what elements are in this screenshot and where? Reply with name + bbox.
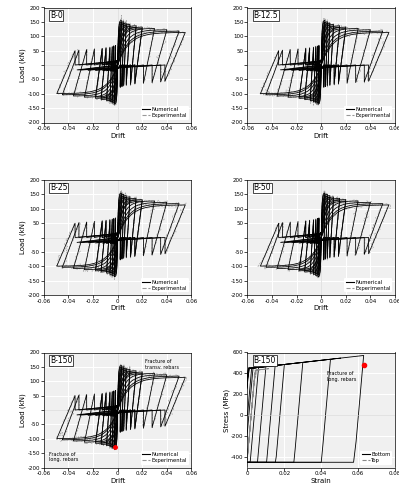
Legend: Numerical, Experimental: Numerical, Experimental <box>140 278 189 292</box>
Legend: Numerical, Experimental: Numerical, Experimental <box>344 278 392 292</box>
X-axis label: Drift: Drift <box>110 306 125 312</box>
Legend: Numerical, Experimental: Numerical, Experimental <box>344 106 392 120</box>
Y-axis label: Load (kN): Load (kN) <box>20 48 26 82</box>
Y-axis label: Load (kN): Load (kN) <box>20 220 26 254</box>
Text: B-0: B-0 <box>50 11 63 20</box>
Legend: Numerical, Experimental: Numerical, Experimental <box>140 106 189 120</box>
X-axis label: Drift: Drift <box>314 133 329 139</box>
Text: B-25: B-25 <box>50 184 67 192</box>
Text: Fracture of
long. rebars: Fracture of long. rebars <box>49 452 78 462</box>
Y-axis label: Stress (MPa): Stress (MPa) <box>223 388 230 432</box>
Text: B-150: B-150 <box>253 356 276 365</box>
Legend: Numerical, Experimental: Numerical, Experimental <box>140 450 189 465</box>
X-axis label: Drift: Drift <box>110 133 125 139</box>
Legend: Bottom, Top: Bottom, Top <box>360 450 392 465</box>
X-axis label: Drift: Drift <box>314 306 329 312</box>
X-axis label: Strain: Strain <box>311 478 332 484</box>
Text: B-50: B-50 <box>253 184 271 192</box>
Text: Fracture of
long. rebars: Fracture of long. rebars <box>327 371 356 382</box>
Text: B-150: B-150 <box>50 356 72 365</box>
Text: B-12.5: B-12.5 <box>253 11 278 20</box>
X-axis label: Drift: Drift <box>110 478 125 484</box>
Text: Fracture of
transv. rebars: Fracture of transv. rebars <box>145 359 179 370</box>
Y-axis label: Load (kN): Load (kN) <box>20 393 26 427</box>
